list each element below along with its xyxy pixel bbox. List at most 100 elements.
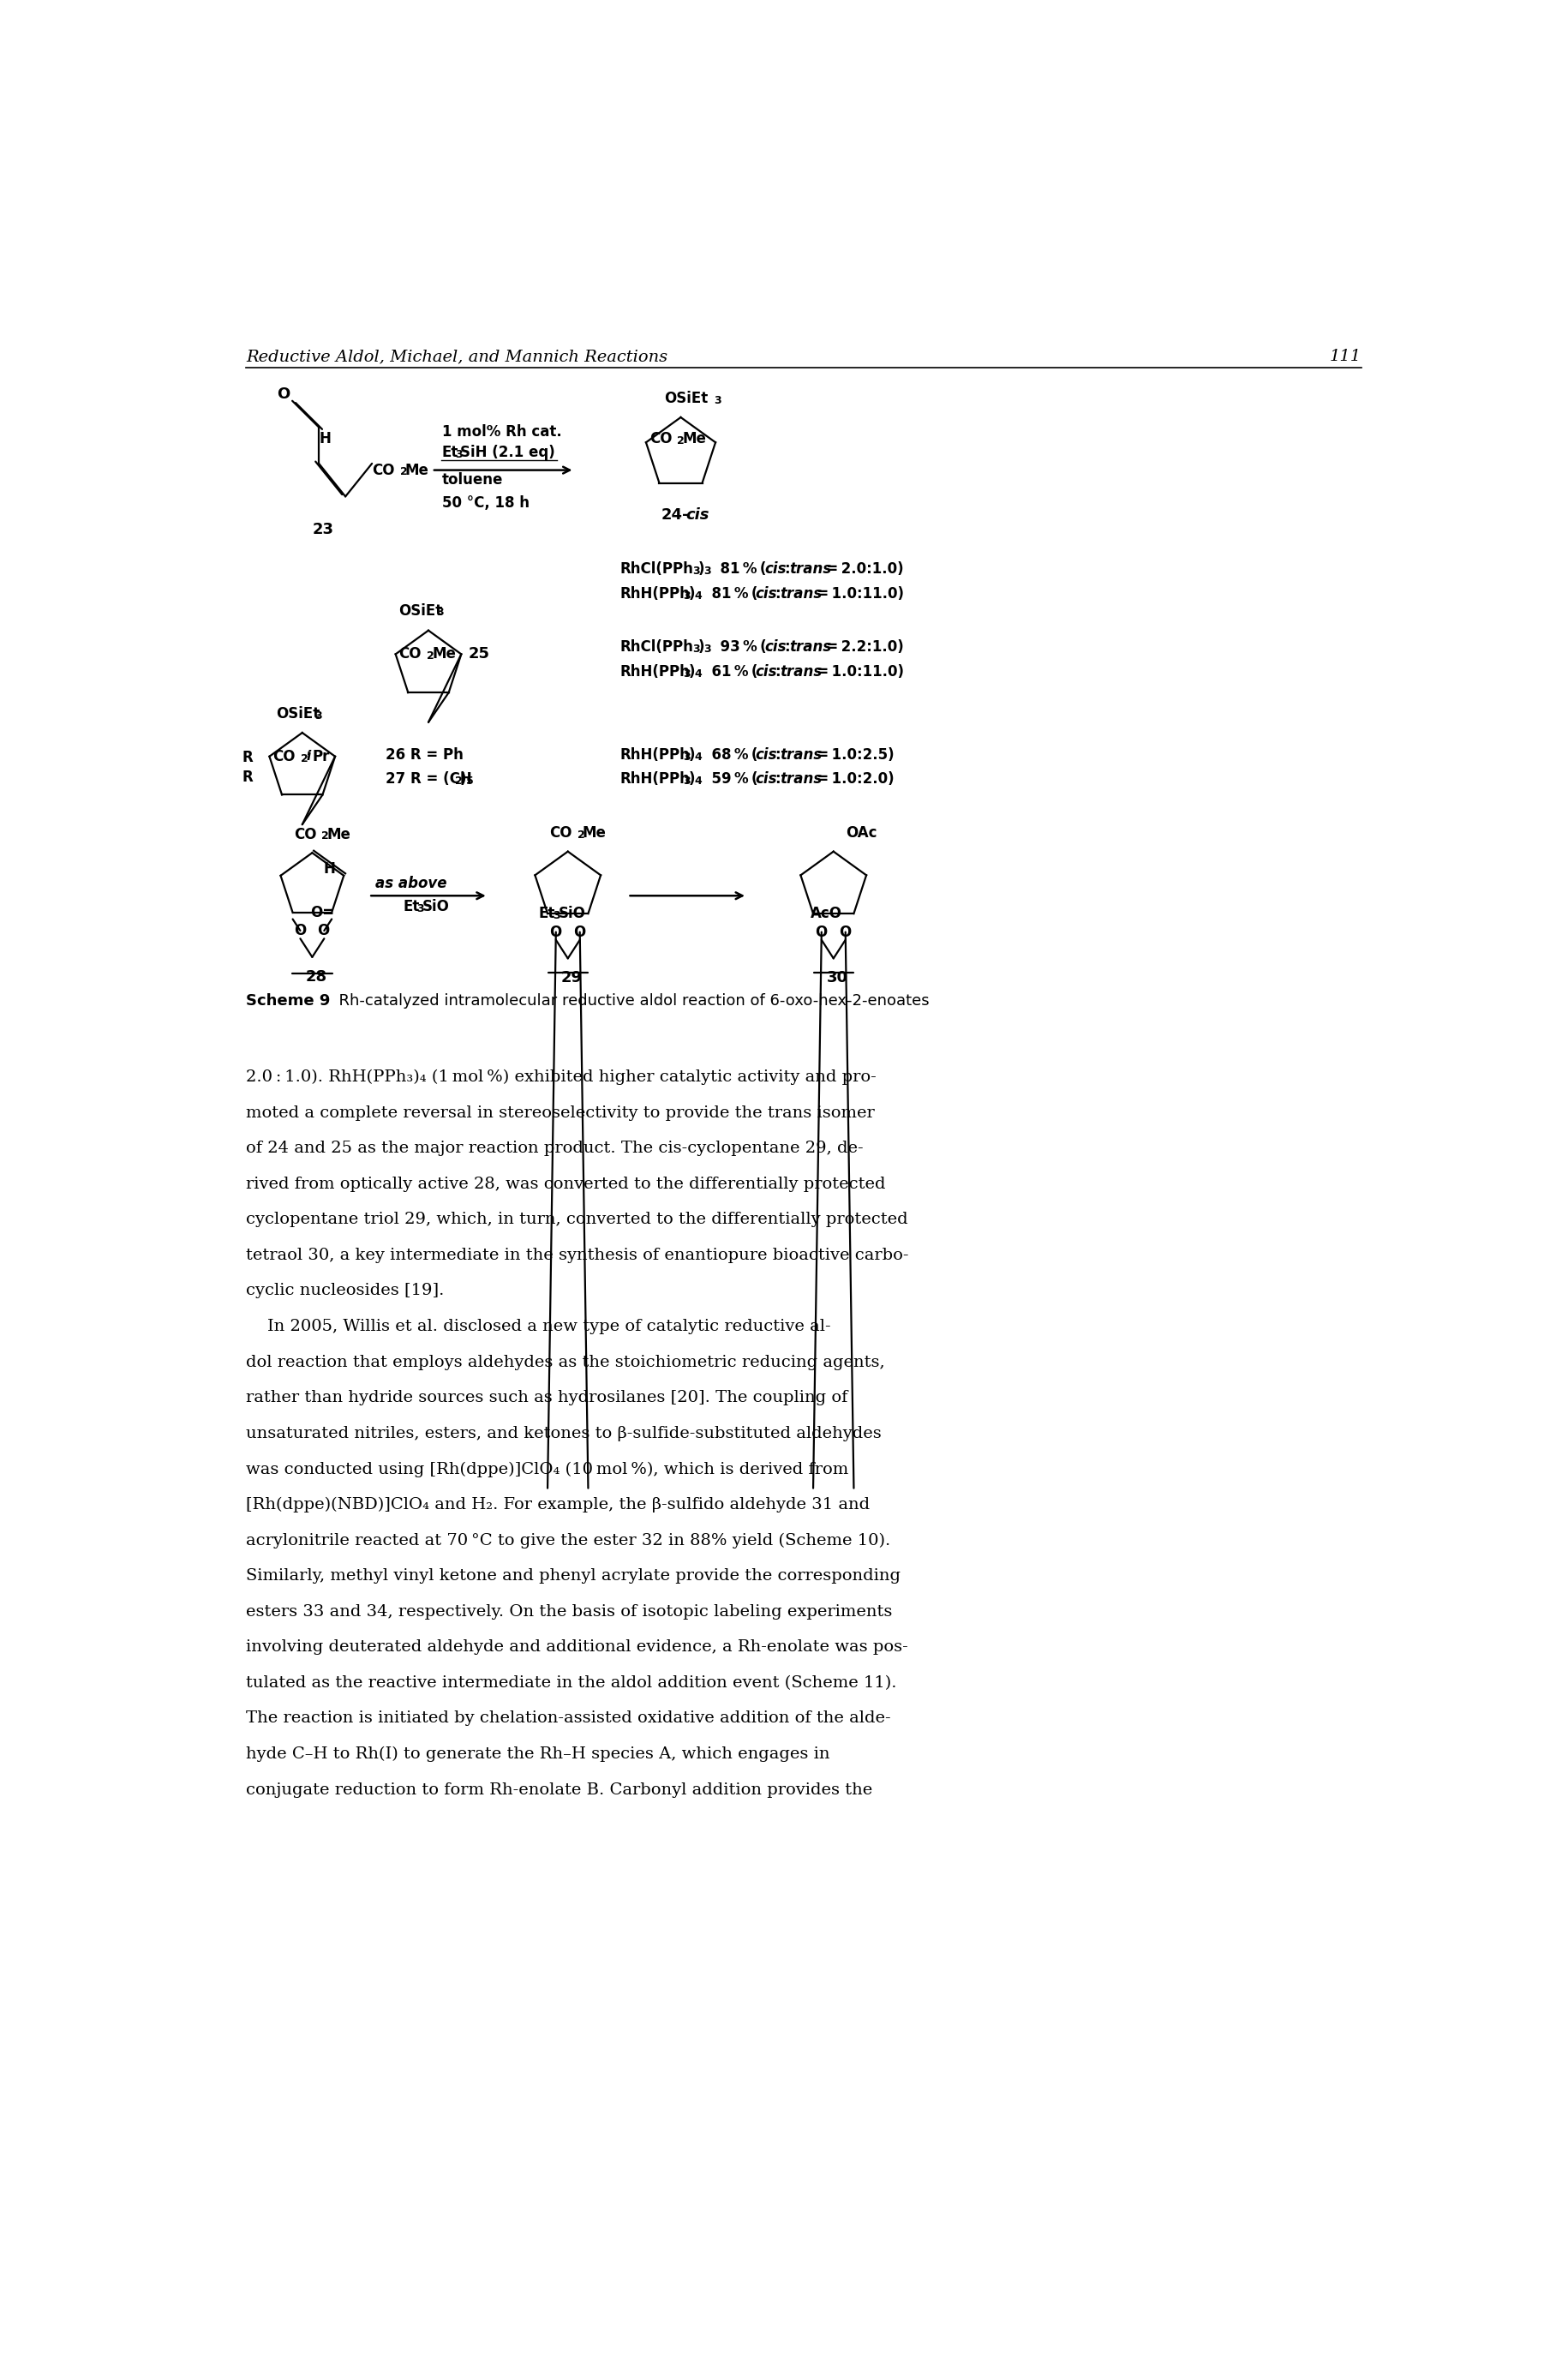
Text: rather than hydride sources such as hydrosilanes [20]. The coupling of: rather than hydride sources such as hydr…	[246, 1391, 848, 1405]
Text: 3: 3	[684, 590, 691, 602]
Text: Reductive Aldol, Michael, and Mannich Reactions: Reductive Aldol, Michael, and Mannich Re…	[246, 350, 668, 364]
Text: cis: cis	[756, 747, 778, 763]
Text: Me: Me	[582, 825, 607, 842]
Text: Me: Me	[326, 828, 351, 842]
Text: 4: 4	[695, 668, 702, 680]
Text: O: O	[317, 923, 329, 939]
Text: [Rh(dppe)(NBD)]ClO₄ and H₂. For example, the β-sulfido aldehyde 31 and: [Rh(dppe)(NBD)]ClO₄ and H₂. For example,…	[246, 1496, 870, 1512]
Text: 4: 4	[695, 775, 702, 787]
Text: = 2.0:1.0): = 2.0:1.0)	[823, 561, 903, 578]
Text: ): )	[688, 587, 695, 602]
Text: = 1.0:2.0): = 1.0:2.0)	[814, 770, 894, 787]
Text: unsaturated nitriles, esters, and ketones to β-sulfide-substituted aldehydes: unsaturated nitriles, esters, and ketone…	[246, 1427, 881, 1441]
Text: OSiEt: OSiEt	[276, 706, 320, 723]
Text: was conducted using [Rh(dppe)]ClO₄ (10 mol %), which is derived from: was conducted using [Rh(dppe)]ClO₄ (10 m…	[246, 1462, 848, 1477]
Text: 50 °C, 18 h: 50 °C, 18 h	[442, 495, 528, 511]
Text: R: R	[243, 749, 254, 766]
Text: Me: Me	[433, 647, 456, 661]
Text: Pr: Pr	[312, 749, 329, 763]
Text: esters 33 and 34, respectively. On the basis of isotopic labeling experiments: esters 33 and 34, respectively. On the b…	[246, 1603, 892, 1619]
Text: 3: 3	[314, 711, 321, 723]
Text: 59 % (: 59 % (	[701, 770, 757, 787]
Text: 4: 4	[695, 590, 702, 602]
Text: = 1.0:11.0): = 1.0:11.0)	[814, 587, 905, 602]
Text: 3: 3	[455, 449, 463, 459]
Text: RhCl(PPh: RhCl(PPh	[619, 640, 693, 654]
Text: RhH(PPh: RhH(PPh	[619, 587, 690, 602]
Text: The reaction is initiated by chelation-assisted oxidative addition of the alde-: The reaction is initiated by chelation-a…	[246, 1710, 891, 1726]
Text: cis: cis	[756, 770, 778, 787]
Text: SiH (2.1 eq): SiH (2.1 eq)	[461, 445, 555, 459]
Text: 2: 2	[400, 466, 408, 478]
Text: 81 % (: 81 % (	[701, 587, 757, 602]
Text: ): )	[688, 663, 695, 680]
Text: 3: 3	[684, 775, 691, 787]
Text: 24-: 24-	[660, 507, 688, 523]
Text: O: O	[839, 925, 851, 939]
Text: RhH(PPh: RhH(PPh	[619, 770, 690, 787]
Text: = 2.2:1.0): = 2.2:1.0)	[823, 640, 903, 654]
Text: hyde C–H to Rh(I) to generate the Rh–H species A, which engages in: hyde C–H to Rh(I) to generate the Rh–H s…	[246, 1745, 829, 1762]
Text: Me: Me	[405, 461, 430, 478]
Text: O: O	[293, 923, 306, 939]
Text: conjugate reduction to form Rh-enolate B. Carbonyl addition provides the: conjugate reduction to form Rh-enolate B…	[246, 1781, 872, 1798]
Text: cyclopentane triol 29, which, in turn, converted to the differentially protected: cyclopentane triol 29, which, in turn, c…	[246, 1213, 908, 1227]
Text: 3: 3	[713, 395, 721, 407]
Text: OSiEt: OSiEt	[665, 390, 709, 407]
Text: 2: 2	[321, 830, 329, 842]
Text: Similarly, methyl vinyl ketone and phenyl acrylate provide the corresponding: Similarly, methyl vinyl ketone and pheny…	[246, 1569, 900, 1584]
Text: 111: 111	[1330, 350, 1361, 364]
Text: trans: trans	[779, 747, 822, 763]
Text: OAc: OAc	[845, 825, 877, 842]
Text: trans: trans	[789, 561, 831, 578]
Text: :: :	[775, 747, 781, 763]
Text: Scheme 9: Scheme 9	[246, 994, 331, 1008]
Text: Et: Et	[538, 906, 555, 920]
Text: 1 mol% Rh cat.: 1 mol% Rh cat.	[442, 423, 561, 440]
Text: Et: Et	[442, 445, 458, 459]
Text: CO: CO	[398, 647, 422, 661]
Text: i: i	[306, 749, 310, 763]
Text: = 1.0:2.5): = 1.0:2.5)	[814, 747, 894, 763]
Text: involving deuterated aldehyde and additional evidence, a Rh-enolate was pos-: involving deuterated aldehyde and additi…	[246, 1638, 908, 1655]
Text: Rh-catalyzed intramolecular reductive aldol reaction of 6-oxo-hex-2-enoates: Rh-catalyzed intramolecular reductive al…	[329, 994, 930, 1008]
Text: 2: 2	[677, 435, 685, 447]
Text: 61 % (: 61 % (	[701, 663, 757, 680]
Text: tetraol 30, a key intermediate in the synthesis of enantiopure bioactive carbo-: tetraol 30, a key intermediate in the sy…	[246, 1248, 908, 1263]
Text: 68 % (: 68 % (	[701, 747, 757, 763]
Text: CO: CO	[649, 430, 673, 447]
Text: 3: 3	[693, 644, 699, 654]
Text: :: :	[775, 770, 781, 787]
Text: 81 % (: 81 % (	[710, 561, 767, 578]
Text: ): )	[698, 640, 704, 654]
Text: cis: cis	[756, 663, 778, 680]
Text: trans: trans	[779, 587, 822, 602]
Text: 2: 2	[455, 775, 463, 787]
Text: tulated as the reactive intermediate in the aldol addition event (Scheme 11).: tulated as the reactive intermediate in …	[246, 1674, 897, 1691]
Text: rived from optically active 28, was converted to the differentially protected: rived from optically active 28, was conv…	[246, 1177, 886, 1191]
Text: 3: 3	[684, 751, 691, 763]
Text: cis: cis	[685, 507, 709, 523]
Text: SiO: SiO	[422, 899, 448, 916]
Text: 25: 25	[469, 647, 491, 661]
Text: 3: 3	[704, 644, 712, 654]
Text: acrylonitrile reacted at 70 °C to give the ester 32 in 88% yield (Scheme 10).: acrylonitrile reacted at 70 °C to give t…	[246, 1531, 891, 1548]
Text: trans: trans	[779, 770, 822, 787]
Text: OSiEt: OSiEt	[398, 604, 442, 618]
Text: 26 R = Ph: 26 R = Ph	[386, 747, 463, 763]
Text: RhCl(PPh: RhCl(PPh	[619, 561, 693, 578]
Text: 30: 30	[826, 970, 848, 987]
Text: 3: 3	[417, 904, 423, 916]
Text: ): )	[461, 770, 467, 787]
Text: 28: 28	[306, 970, 328, 984]
Text: 27 R = (CH: 27 R = (CH	[386, 770, 472, 787]
Text: H: H	[320, 430, 331, 447]
Text: O=: O=	[310, 904, 334, 920]
Text: 2: 2	[426, 652, 434, 661]
Text: 3: 3	[693, 566, 699, 575]
Text: CO: CO	[273, 749, 295, 763]
Text: 5: 5	[466, 775, 474, 787]
Text: cis: cis	[756, 587, 778, 602]
Text: Et: Et	[403, 899, 420, 916]
Text: AcO: AcO	[811, 906, 842, 920]
